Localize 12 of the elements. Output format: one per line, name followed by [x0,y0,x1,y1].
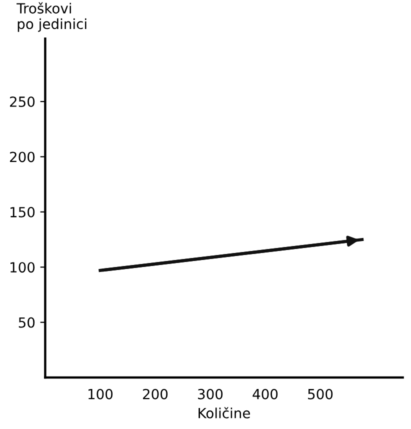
x-tick-label: 300 [198,388,223,400]
y-tick-label: 150 [10,206,35,218]
x-tick-label: 400 [252,388,278,400]
y-tick-label: 50 [18,317,35,328]
x-axis-title: Količine [198,407,250,418]
y-tick-label: 100 [10,262,35,273]
x-tick-label: 200 [142,388,168,400]
x-tick-label: 500 [308,388,333,400]
y-axis-title: Troškovi po jedinici [16,2,86,32]
x-tick-label: 100 [88,388,113,400]
y-tick-label: 250 [10,96,35,108]
y-tick-label: 200 [10,152,35,162]
